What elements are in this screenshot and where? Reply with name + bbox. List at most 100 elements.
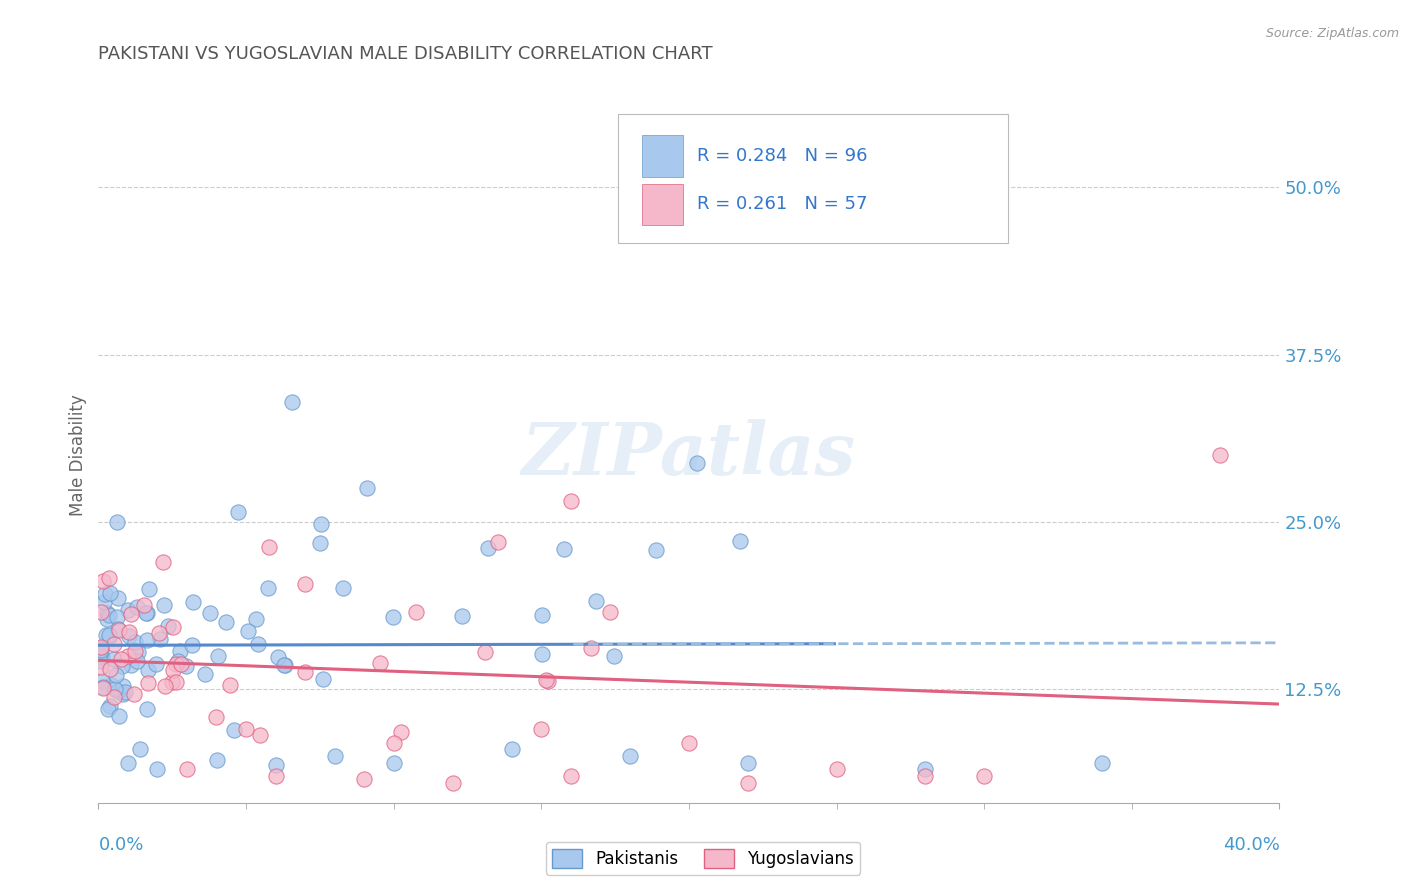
Text: 40.0%: 40.0%: [1223, 837, 1279, 855]
Text: Source: ZipAtlas.com: Source: ZipAtlas.com: [1265, 27, 1399, 40]
Point: [90, 660, 112, 674]
Point: [108, 709, 131, 723]
Point: [176, 762, 198, 776]
Point: [309, 536, 332, 550]
Point: [117, 603, 139, 617]
Point: [685, 456, 707, 470]
Point: [332, 582, 354, 596]
FancyBboxPatch shape: [641, 184, 683, 226]
Point: [129, 742, 152, 756]
Point: [90, 648, 112, 663]
Point: [110, 651, 132, 665]
Point: [194, 667, 217, 681]
Point: [169, 644, 191, 658]
Point: [205, 753, 228, 767]
Point: [100, 678, 122, 692]
Point: [560, 769, 582, 783]
FancyBboxPatch shape: [641, 135, 683, 177]
Point: [112, 687, 135, 701]
Point: [311, 517, 333, 532]
Point: [678, 735, 700, 749]
Point: [501, 742, 523, 756]
Text: 0.0%: 0.0%: [98, 837, 143, 855]
Point: [96, 628, 118, 642]
Point: [323, 749, 346, 764]
Point: [104, 681, 127, 696]
Point: [107, 591, 129, 605]
Text: R = 0.261   N = 57: R = 0.261 N = 57: [697, 195, 868, 213]
Text: PAKISTANI VS YUGOSLAVIAN MALE DISABILITY CORRELATION CHART: PAKISTANI VS YUGOSLAVIAN MALE DISABILITY…: [98, 45, 713, 62]
Point: [531, 607, 554, 622]
Point: [136, 607, 159, 621]
Point: [90, 642, 112, 657]
Point: [135, 606, 157, 620]
Point: [107, 622, 129, 636]
Point: [218, 678, 240, 692]
Point: [914, 769, 936, 783]
Point: [273, 657, 295, 672]
Point: [153, 679, 176, 693]
Point: [125, 600, 148, 615]
Point: [226, 505, 249, 519]
Point: [124, 635, 146, 649]
Point: [477, 541, 499, 555]
Point: [257, 540, 280, 554]
Point: [474, 645, 496, 659]
Point: [166, 654, 188, 668]
Point: [1091, 756, 1114, 770]
Point: [111, 679, 134, 693]
Point: [486, 535, 509, 549]
Point: [152, 555, 174, 569]
Point: [105, 515, 128, 529]
Point: [91, 673, 114, 688]
Point: [280, 395, 302, 409]
Point: [117, 624, 139, 639]
Point: [264, 758, 287, 772]
Point: [136, 702, 159, 716]
Point: [825, 762, 848, 776]
Point: [108, 623, 131, 637]
Point: [104, 668, 127, 682]
Point: [135, 633, 157, 648]
Point: [117, 649, 139, 664]
Point: [118, 629, 141, 643]
Point: [111, 659, 134, 673]
Point: [122, 687, 145, 701]
Point: [153, 598, 176, 612]
Text: R = 0.284   N = 96: R = 0.284 N = 96: [697, 147, 868, 165]
Point: [162, 663, 184, 677]
Point: [162, 620, 184, 634]
Point: [157, 618, 180, 632]
Point: [294, 576, 316, 591]
Point: [98, 608, 121, 623]
Point: [273, 658, 295, 673]
Point: [98, 585, 121, 599]
Point: [149, 632, 172, 646]
FancyBboxPatch shape: [619, 114, 1008, 243]
Point: [91, 574, 114, 588]
Point: [94, 587, 117, 601]
Point: [382, 610, 405, 624]
Point: [105, 610, 128, 624]
Point: [98, 630, 121, 644]
Point: [107, 683, 129, 698]
Point: [222, 723, 245, 738]
Point: [581, 640, 603, 655]
Point: [127, 645, 149, 659]
Point: [389, 725, 412, 739]
Legend: Pakistanis, Yugoslavians: Pakistanis, Yugoslavians: [546, 842, 860, 875]
Point: [235, 723, 257, 737]
Point: [198, 606, 221, 620]
Point: [207, 648, 229, 663]
Point: [117, 756, 139, 770]
Point: [96, 606, 118, 620]
Point: [737, 756, 759, 770]
Point: [644, 543, 666, 558]
Text: ZIPatlas: ZIPatlas: [522, 419, 856, 491]
Point: [530, 647, 553, 661]
Point: [441, 775, 464, 790]
Point: [534, 673, 557, 687]
Point: [585, 593, 607, 607]
Point: [160, 674, 183, 689]
Point: [183, 594, 205, 608]
